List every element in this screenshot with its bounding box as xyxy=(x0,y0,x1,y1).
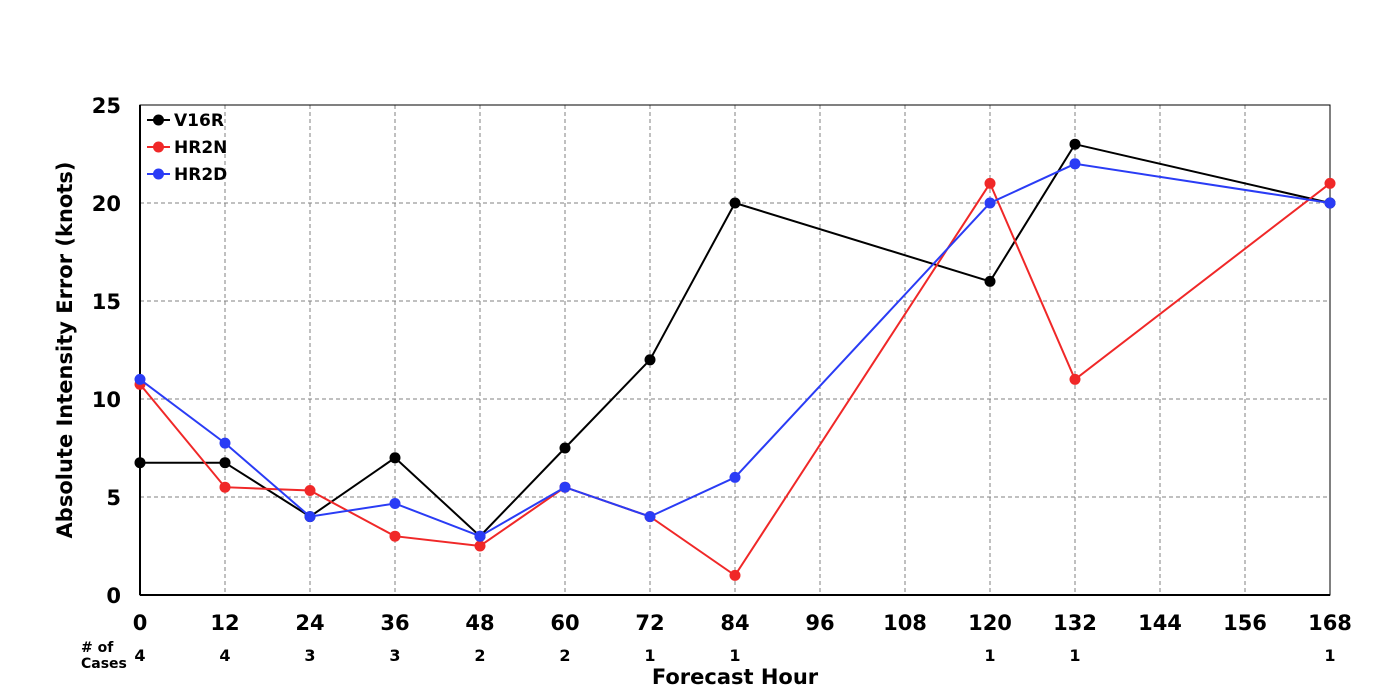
data-point-hr2d xyxy=(729,471,741,483)
y-tick-label: 20 xyxy=(92,192,121,216)
data-point-v16r xyxy=(134,457,146,469)
data-point-hr2d xyxy=(219,437,231,449)
grid xyxy=(140,105,1330,595)
x-tick-label: 168 xyxy=(1308,611,1352,635)
data-point-hr2d xyxy=(304,511,316,523)
legend-item-v16r: V16R xyxy=(147,111,224,131)
data-point-hr2n xyxy=(389,530,401,542)
x-tick-label: 60 xyxy=(550,611,579,635)
case-count: 1 xyxy=(1324,646,1335,665)
x-axis-title: Forecast Hour xyxy=(652,665,819,689)
case-count: 1 xyxy=(1069,646,1080,665)
cases-label-line2: Cases xyxy=(81,656,127,672)
x-tick-label: 48 xyxy=(465,611,494,635)
data-point-hr2n xyxy=(729,569,741,581)
x-tick-label: 12 xyxy=(210,611,239,635)
x-tick-label: 96 xyxy=(805,611,834,635)
x-tick-label: 120 xyxy=(968,611,1012,635)
case-count: 2 xyxy=(474,646,485,665)
y-axis-title: Absolute Intensity Error (knots) xyxy=(53,162,77,539)
data-point-hr2n xyxy=(1069,373,1081,385)
case-count: 4 xyxy=(219,646,230,665)
legend-marker xyxy=(153,168,164,180)
legend: V16R HR2N HR2D xyxy=(147,111,227,185)
data-point-hr2d xyxy=(134,373,146,385)
legend-label: HR2N xyxy=(174,138,227,158)
case-count: 2 xyxy=(559,646,570,665)
data-point-hr2d xyxy=(559,481,571,493)
y-tick-label: 5 xyxy=(106,486,121,510)
data-point-v16r xyxy=(984,275,996,287)
data-point-v16r xyxy=(644,354,656,366)
y-tick-label: 25 xyxy=(92,94,121,118)
case-count: 3 xyxy=(389,646,400,665)
data-point-hr2d xyxy=(644,511,656,523)
data-point-hr2n xyxy=(219,481,231,493)
data-point-v16r xyxy=(219,457,231,469)
y-tick-label: 15 xyxy=(92,290,121,314)
x-tick-label: 0 xyxy=(133,611,148,635)
y-tick-labels: 0 5 10 15 20 25 xyxy=(92,94,121,608)
data-point-hr2n xyxy=(304,485,316,497)
data-point-hr2d xyxy=(1324,197,1336,209)
data-point-v16r xyxy=(1069,138,1081,150)
legend-marker xyxy=(153,114,164,126)
x-tick-label: 36 xyxy=(380,611,409,635)
cases-label-line1: # of xyxy=(81,640,114,656)
data-point-hr2n xyxy=(1324,177,1336,189)
legend-item-hr2n: HR2N xyxy=(147,138,227,158)
data-point-hr2n xyxy=(984,177,996,189)
y-tick-label: 0 xyxy=(106,584,121,608)
data-point-hr2d xyxy=(389,497,401,509)
case-count: 4 xyxy=(134,646,145,665)
data-point-v16r xyxy=(389,452,401,464)
y-tick-label: 10 xyxy=(92,388,121,412)
x-tick-label: 72 xyxy=(635,611,664,635)
cases-values: 4 4 3 3 2 2 1 1 1 1 1 xyxy=(134,646,1335,665)
case-count: 1 xyxy=(984,646,995,665)
x-tick-label: 108 xyxy=(883,611,927,635)
case-count: 1 xyxy=(644,646,655,665)
legend-marker xyxy=(153,141,164,153)
case-count: 3 xyxy=(304,646,315,665)
x-tick-label: 156 xyxy=(1223,611,1267,635)
legend-label: V16R xyxy=(174,111,224,131)
case-count: 1 xyxy=(729,646,740,665)
x-tick-labels: 0 12 24 36 48 60 72 84 96 108 120 132 144 156 168 xyxy=(133,611,1352,635)
data-point-v16r xyxy=(559,442,571,454)
data-point-v16r xyxy=(729,197,741,209)
x-tick-label: 132 xyxy=(1053,611,1097,635)
data-point-hr2d xyxy=(474,530,486,542)
legend-item-hr2d: HR2D xyxy=(147,165,227,185)
data-point-hr2d xyxy=(984,197,996,209)
series-layer xyxy=(134,138,1336,581)
data-point-hr2n xyxy=(474,540,486,552)
x-tick-label: 84 xyxy=(720,611,749,635)
x-tick-label: 144 xyxy=(1138,611,1182,635)
series-hr2d xyxy=(134,158,1336,542)
x-tick-label: 24 xyxy=(295,611,324,635)
legend-label: HR2D xyxy=(174,165,227,185)
data-point-hr2d xyxy=(1069,158,1081,170)
